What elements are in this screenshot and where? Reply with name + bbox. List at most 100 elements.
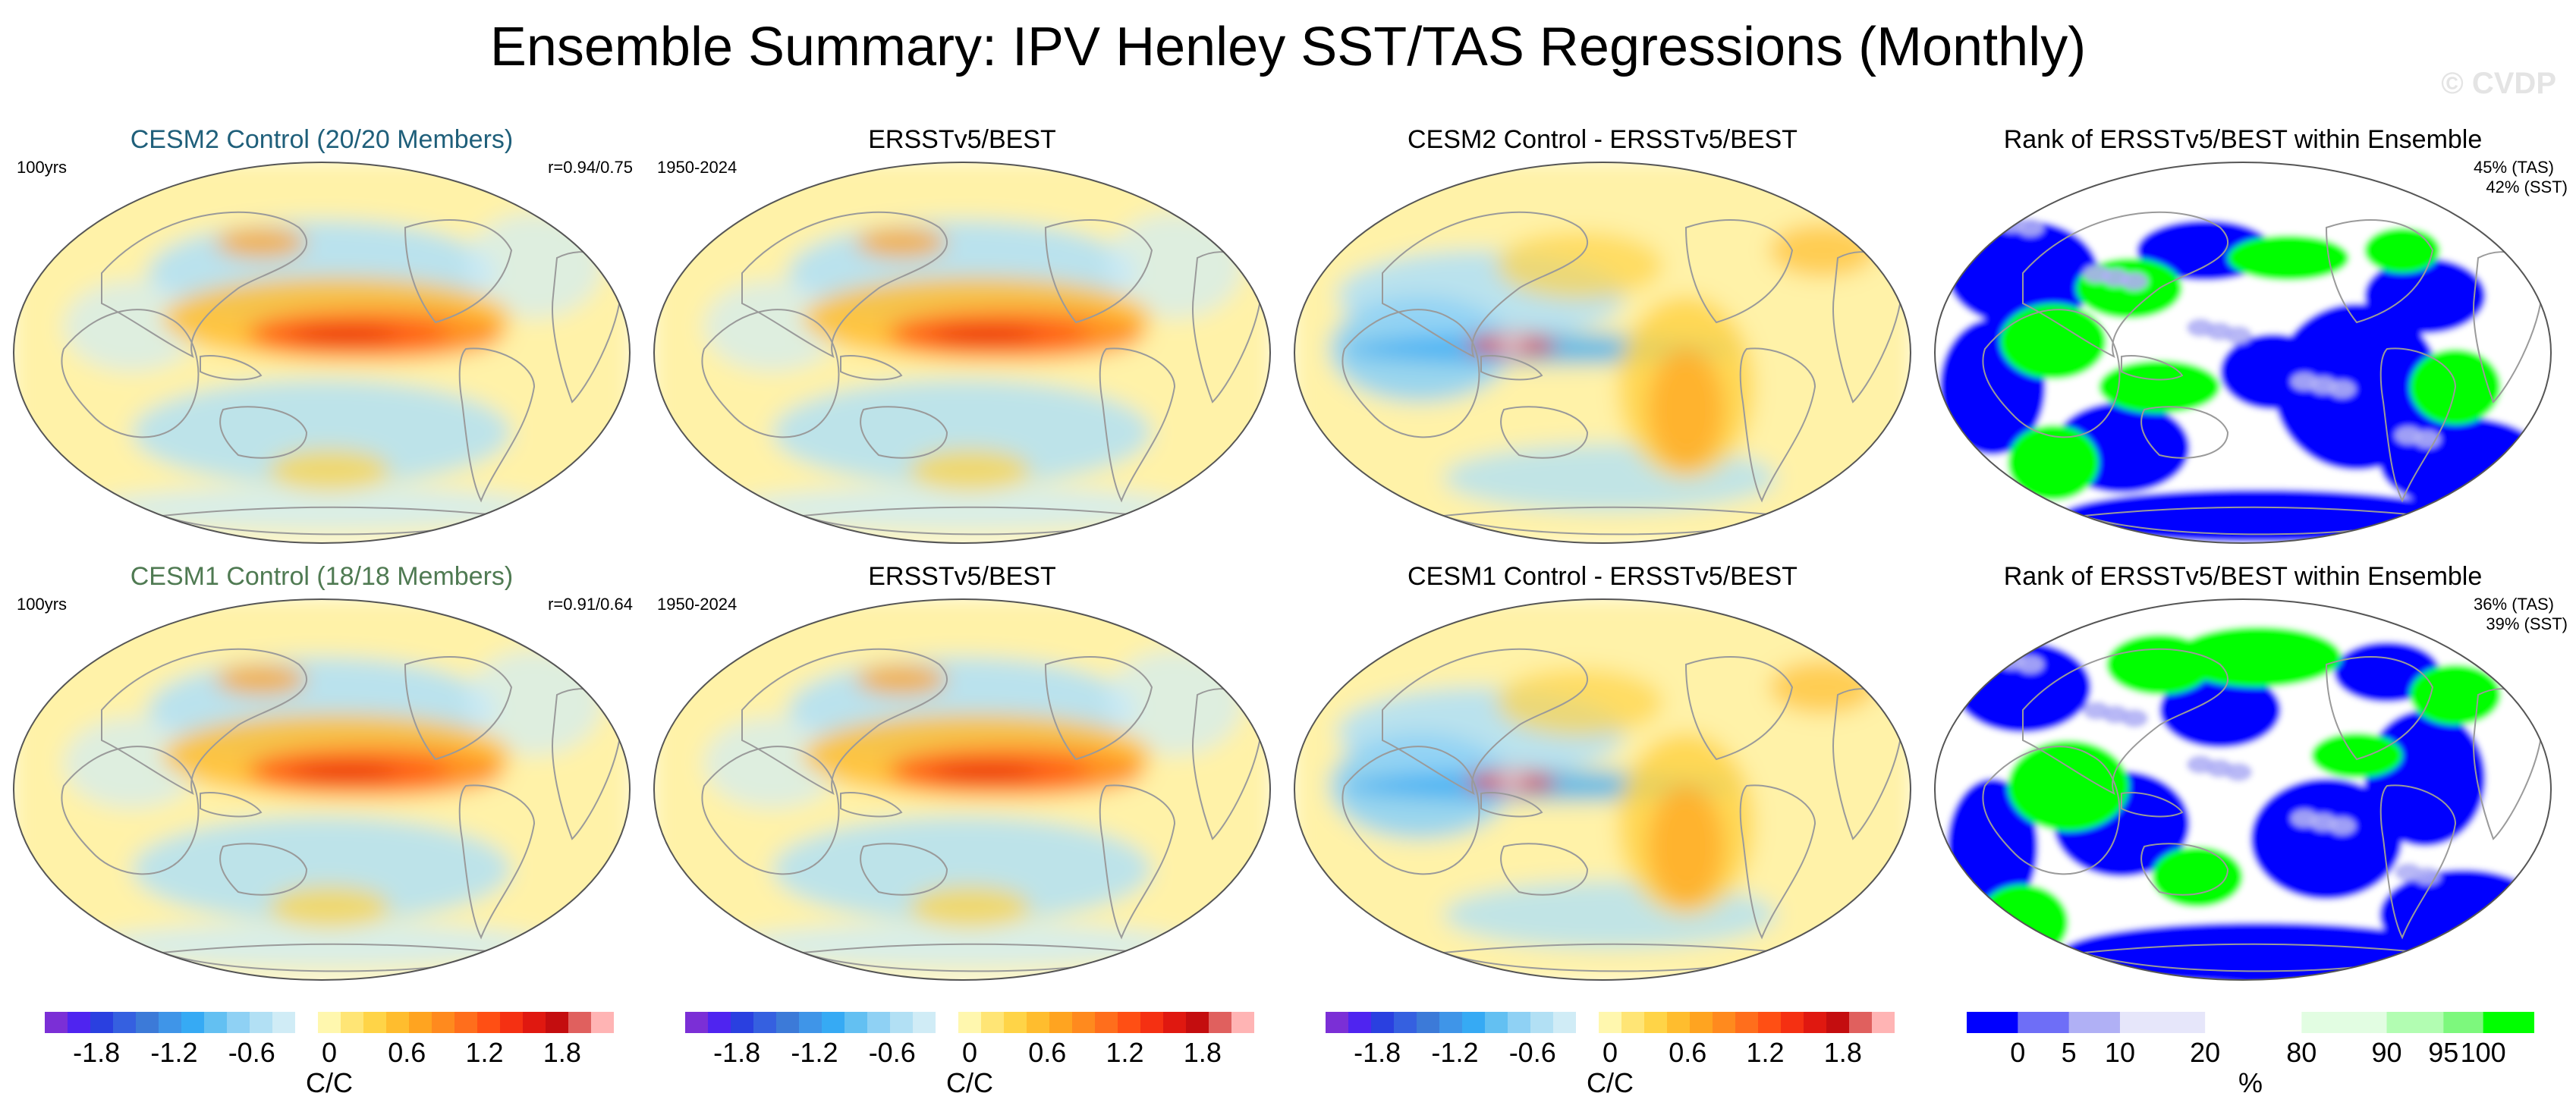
south-pacific-warm <box>909 886 1030 928</box>
colorbar-swatch <box>936 1012 959 1033</box>
rank-colorbar-unit: % <box>2238 1067 2263 1098</box>
southern-ocean-cold-band <box>734 485 1190 531</box>
coastline <box>701 309 840 438</box>
map-outline <box>13 598 631 981</box>
coastline <box>2022 648 2228 795</box>
colorbar-tick-label: 0 <box>1602 1037 1618 1068</box>
rank-high-region <box>2099 360 2220 413</box>
rank-low-speckle <box>2414 430 2441 448</box>
coastline <box>1982 309 2121 438</box>
colorbar-swatch <box>2483 1012 2534 1033</box>
map-field <box>654 162 1270 543</box>
indian-ocean-cold <box>704 718 841 809</box>
south-pacific-warm <box>269 449 390 492</box>
colorbar-unit: C/C <box>946 1067 993 1098</box>
coastline <box>1982 746 2121 875</box>
map-shading <box>654 162 1270 543</box>
colorbar-swatch <box>1027 1012 1050 1033</box>
coastline <box>741 211 948 358</box>
coastline <box>1480 792 1543 818</box>
south-pacific-warm <box>269 886 390 928</box>
map-panel <box>1294 162 1911 544</box>
colorbar-swatch <box>591 1012 614 1033</box>
rank-colorbar-tick-label: 100 <box>2460 1037 2506 1068</box>
rank-low-region <box>2220 334 2326 410</box>
coastline <box>1044 656 1153 761</box>
colorbar-swatch <box>432 1012 455 1033</box>
rank-high-region <box>2311 733 2402 778</box>
colorbar-swatch <box>2205 1012 2302 1033</box>
colorbar-tick-label: 0.6 <box>1028 1037 1067 1068</box>
colorbar-swatch <box>1849 1012 1873 1033</box>
colorbar-swatch <box>1118 1012 1141 1033</box>
regression-colorbar <box>45 1012 614 1033</box>
coastline <box>458 347 536 503</box>
colorbar-swatch <box>981 1012 1005 1033</box>
indian-ocean-cold <box>704 281 841 372</box>
rank-high-region <box>2228 235 2349 281</box>
rank-high-region <box>2364 228 2440 273</box>
colorbar-swatch <box>1394 1012 1417 1033</box>
colorbar-swatch <box>1599 1012 1622 1033</box>
rank-low-speckle <box>2017 655 2044 674</box>
rank-high-region <box>2000 303 2106 379</box>
colorbar-tick-label: -1.8 <box>1354 1037 1401 1068</box>
colorbar-swatch <box>776 1012 800 1033</box>
coastline <box>219 406 308 459</box>
indian-ocean-cold <box>64 281 200 372</box>
rank-low-region <box>2364 258 2486 334</box>
coastline <box>860 406 948 459</box>
coastline <box>1500 406 1589 459</box>
rank-low-region <box>2364 710 2486 846</box>
colorbar-swatch <box>2386 1012 2444 1033</box>
colorbar-swatch <box>1713 1012 1736 1033</box>
coastline <box>1500 843 1589 896</box>
coastline <box>1044 219 1153 324</box>
rank-low-speckle <box>2017 218 2044 237</box>
coastline <box>2325 219 2434 324</box>
colorbar-swatch <box>731 1012 754 1033</box>
rank-low-speckle <box>1979 648 2006 666</box>
tropical-pacific-peak <box>932 328 1038 342</box>
colorbar-swatch <box>1140 1012 1164 1033</box>
colorbar-swatch <box>1621 1012 1645 1033</box>
coastline <box>1099 347 1176 503</box>
rank-low-speckle <box>2329 817 2356 835</box>
map-panel <box>1934 598 2552 981</box>
coastline <box>2325 656 2434 761</box>
rank-tas-percent: 45% (TAS) <box>2474 158 2554 177</box>
map-field <box>654 599 1270 980</box>
coastline <box>2121 355 2184 381</box>
south-pacific-cold-band <box>132 379 511 485</box>
panel-title: CESM1 Control - ERSSTv5/BEST <box>1408 562 1798 591</box>
colorbar-swatch <box>685 1012 709 1033</box>
coastline <box>2140 843 2229 896</box>
colorbar-swatch <box>1326 1012 1349 1033</box>
map-panel <box>1294 598 1911 981</box>
colorbar-swatch <box>1417 1012 1440 1033</box>
coastline <box>2379 784 2457 940</box>
colorbar-tick-label: 1.8 <box>543 1037 581 1068</box>
coastline <box>2121 792 2184 818</box>
panel-title: Rank of ERSSTv5/BEST within Ensemble <box>2003 125 2483 154</box>
rank-low-region <box>2250 778 2402 900</box>
panel-period-note: 1950-2024 <box>657 158 738 177</box>
panel-period-note: 1950-2024 <box>657 595 738 614</box>
colorbar-swatch <box>272 1012 296 1033</box>
rank-colorbar-tick-label: 90 <box>2371 1037 2402 1068</box>
colorbar-swatch <box>1667 1012 1691 1033</box>
coastline <box>458 784 536 940</box>
colorbar-swatch <box>500 1012 524 1033</box>
colorbar-swatch <box>1072 1012 1096 1033</box>
north-pacific-positive <box>1496 231 1663 300</box>
rank-low-speckle <box>2225 763 2252 781</box>
rank-low-region <box>2273 303 2440 470</box>
colorbar-swatch <box>2018 1012 2070 1033</box>
south-pacific-positive-core <box>1648 786 1724 907</box>
rank-sst-percent: 42% (SST) <box>2486 177 2568 196</box>
colorbar-swatch <box>90 1012 114 1033</box>
coastline <box>2022 211 2228 358</box>
regression-colorbar <box>1326 1012 1895 1033</box>
coastline <box>101 648 307 795</box>
colorbar-swatch <box>1758 1012 1782 1033</box>
